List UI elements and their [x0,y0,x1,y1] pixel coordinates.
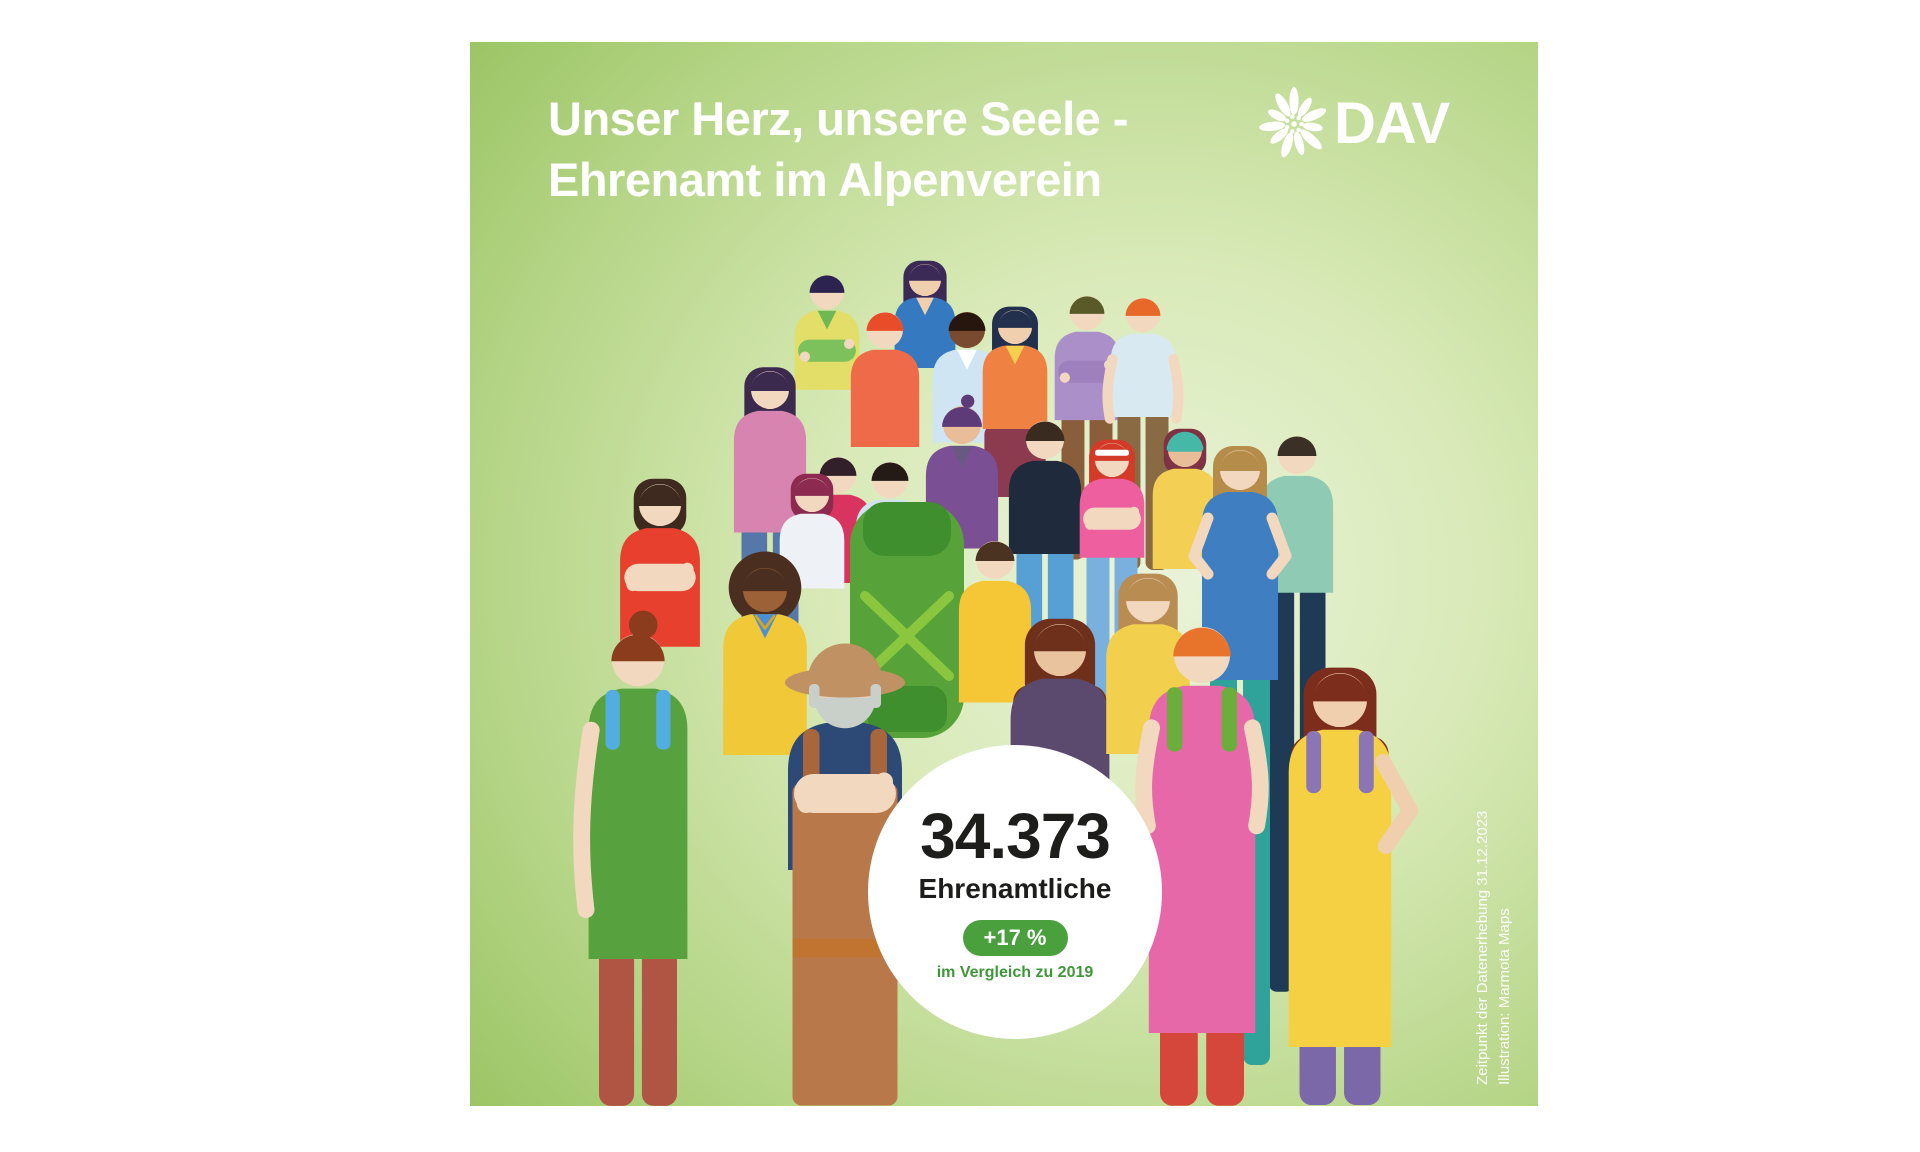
dav-logo-text: DAV [1334,91,1450,156]
edelweiss-flower-icon [1259,87,1327,158]
man-orange-shirt [850,312,920,447]
dav-logo: DAV [1256,86,1450,162]
kid-yellow-shirt [958,541,1032,703]
man-yellow-vest [794,275,860,390]
woman-yellow-tank [1288,667,1419,1105]
woman-blue-top [894,260,956,368]
credits-line-2: Illustration: Marmota Maps [1496,908,1513,1085]
green-panel: Unser Herz, unsere Seele - Ehrenamt im A… [470,42,1538,1106]
page-title: Unser Herz, unsere Seele - Ehrenamt im A… [548,88,1129,210]
man-hat-beard [785,643,905,1106]
crowd-illustration [573,260,1419,1106]
title-line-1: Unser Herz, unsere Seele - [548,92,1129,145]
woman-afro [723,551,807,755]
stat-circle: 34.373 Ehrenamtliche +17 % im Vergleich … [868,745,1162,1039]
credits: Zeitpunkt der Datenerhebung 31.12.2023 I… [1472,725,1516,1085]
woman-green-tee [573,610,688,1106]
boy-pink-tank [1135,627,1269,1106]
stat-label: Ehrenamtliche [918,872,1112,904]
credits-line-1: Zeitpunkt der Datenerhebung 31.12.2023 [1474,810,1491,1085]
person-teal-beanie [1152,428,1218,569]
stat-badge-caption: im Vergleich zu 2019 [936,963,1094,981]
stat-value: 34.373 [920,799,1111,872]
title-line-2: Ehrenamt im Alpenverein [548,153,1102,206]
stat-badge: +17 % [962,919,1068,956]
